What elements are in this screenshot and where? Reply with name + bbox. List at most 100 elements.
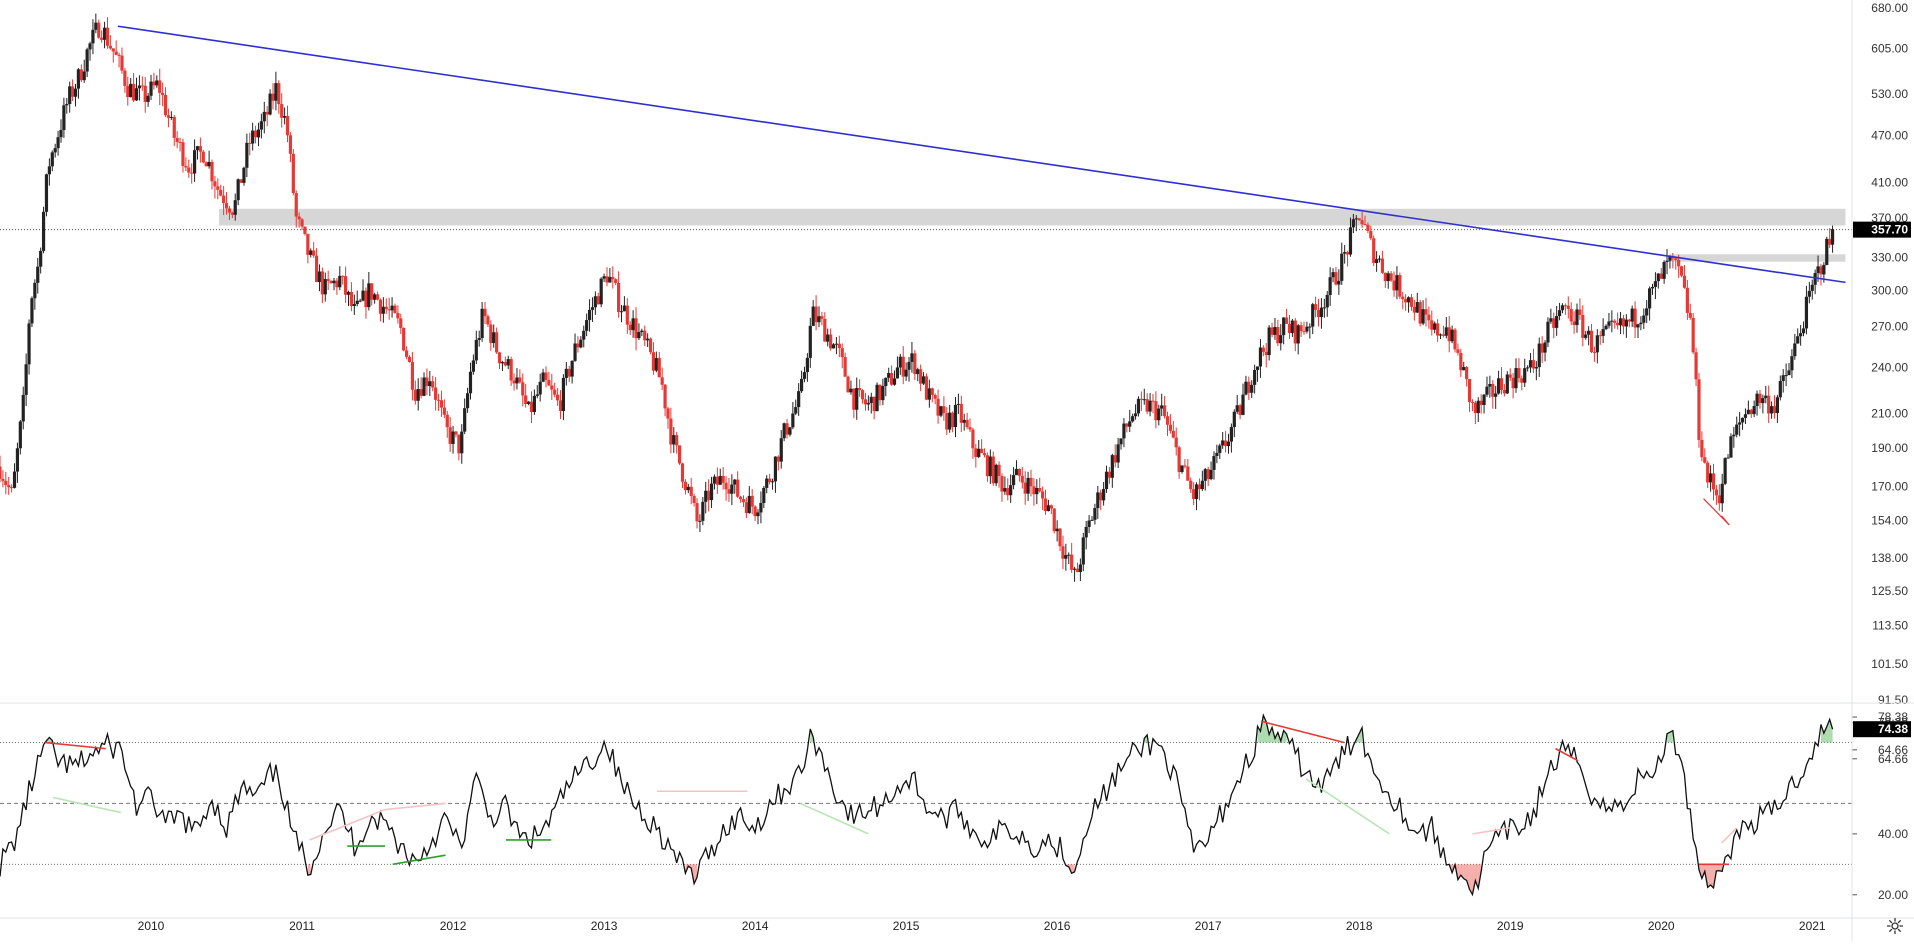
candle-body[interactable] <box>457 434 461 454</box>
candle-body[interactable] <box>1735 424 1739 435</box>
candle-body[interactable] <box>869 396 873 404</box>
candle-body[interactable] <box>1665 260 1669 263</box>
candle-body[interactable] <box>1755 393 1759 407</box>
candle-body[interactable] <box>805 357 809 373</box>
candle-body[interactable] <box>1032 486 1036 495</box>
candle-body[interactable] <box>1290 320 1294 334</box>
candle-body[interactable] <box>1499 378 1504 391</box>
candle-body[interactable] <box>930 388 934 395</box>
candle-body[interactable] <box>936 398 940 416</box>
candle-body[interactable] <box>646 338 650 341</box>
candle-body[interactable] <box>1389 273 1393 281</box>
candle-body[interactable] <box>680 463 685 482</box>
candle-body[interactable] <box>744 502 748 514</box>
candle-body[interactable] <box>846 376 850 393</box>
candle-body[interactable] <box>1035 487 1039 495</box>
candle-body[interactable] <box>1485 386 1489 395</box>
candle-body[interactable] <box>1020 475 1024 483</box>
candle-body[interactable] <box>1604 325 1608 330</box>
candle-body[interactable] <box>765 478 769 488</box>
candle-body[interactable] <box>1197 484 1202 490</box>
candle-body[interactable] <box>515 377 519 384</box>
candle-body[interactable] <box>1685 287 1689 313</box>
candle-body[interactable] <box>314 255 319 282</box>
candle-body[interactable] <box>1157 408 1161 421</box>
candle-body[interactable] <box>161 92 165 95</box>
divergence-line[interactable] <box>45 741 106 750</box>
candle-body[interactable] <box>1113 455 1117 463</box>
candle-body[interactable] <box>33 282 37 299</box>
candle-body[interactable] <box>97 22 101 38</box>
candle-body[interactable] <box>227 208 232 213</box>
candle-body[interactable] <box>1502 390 1506 394</box>
candle-body[interactable] <box>971 429 975 449</box>
candle-body[interactable] <box>1801 328 1806 334</box>
candle-body[interactable] <box>1740 417 1745 423</box>
candle-body[interactable] <box>465 393 470 409</box>
candle-body[interactable] <box>689 486 693 496</box>
candle-body[interactable] <box>111 48 115 52</box>
candle-body[interactable] <box>945 413 949 430</box>
candle-body[interactable] <box>1377 258 1382 260</box>
candle-body[interactable] <box>1488 383 1492 387</box>
divergence-line[interactable] <box>1555 747 1579 762</box>
candle-body[interactable] <box>474 339 478 361</box>
candle-body[interactable] <box>1781 375 1785 382</box>
divergence-line[interactable] <box>385 802 446 811</box>
candle-body[interactable] <box>1151 400 1155 402</box>
candle-body[interactable] <box>1319 307 1324 318</box>
candle-body[interactable] <box>756 512 760 517</box>
candle-body[interactable] <box>657 358 661 378</box>
candle-body[interactable] <box>27 323 31 365</box>
candle-body[interactable] <box>146 95 150 102</box>
candle-body[interactable] <box>1526 367 1530 369</box>
candle-body[interactable] <box>1424 309 1428 315</box>
candle-body[interactable] <box>352 304 356 307</box>
candle-body[interactable] <box>1075 568 1080 572</box>
candle-body[interactable] <box>1261 347 1265 352</box>
candle-body[interactable] <box>192 150 197 174</box>
candle-body[interactable] <box>1645 308 1649 316</box>
candle-body[interactable] <box>1006 488 1010 496</box>
candle-body[interactable] <box>117 54 121 56</box>
candle-body[interactable] <box>1258 347 1263 367</box>
candle-body[interactable] <box>768 478 772 483</box>
candle-body[interactable] <box>1406 297 1411 303</box>
candle-body[interactable] <box>1372 238 1376 264</box>
candle-body[interactable] <box>1778 381 1782 398</box>
candle-body[interactable] <box>1598 335 1602 337</box>
candle-body[interactable] <box>1087 520 1091 527</box>
candle-body[interactable] <box>1584 334 1588 338</box>
candle-body[interactable] <box>1714 489 1719 496</box>
candle-body[interactable] <box>1203 469 1207 481</box>
candle-body[interactable] <box>550 385 554 390</box>
candle-body[interactable] <box>982 453 987 456</box>
candle-body[interactable] <box>1613 320 1617 323</box>
candle-body[interactable] <box>564 368 568 378</box>
candle-body[interactable] <box>884 377 888 387</box>
candle-body[interactable] <box>1563 305 1567 307</box>
candle-body[interactable] <box>1139 398 1143 400</box>
candle-body[interactable] <box>1014 468 1019 476</box>
candle-body[interactable] <box>1743 414 1748 418</box>
candle-body[interactable] <box>262 111 266 122</box>
candle-body[interactable] <box>1017 468 1021 476</box>
candle-body[interactable] <box>599 278 603 305</box>
candle-body[interactable] <box>1589 330 1594 353</box>
candle-body[interactable] <box>1253 369 1257 385</box>
candle-body[interactable] <box>1244 381 1248 395</box>
candle-body[interactable] <box>1395 275 1399 291</box>
candle-body[interactable] <box>863 399 868 405</box>
candle-body[interactable] <box>750 495 754 507</box>
candle-body[interactable] <box>73 88 78 97</box>
candle-body[interactable] <box>785 423 789 435</box>
candle-body[interactable] <box>1133 413 1138 417</box>
candle-body[interactable] <box>1662 262 1666 279</box>
candle-body[interactable] <box>163 94 168 116</box>
candle-body[interactable] <box>829 334 833 349</box>
candle-body[interactable] <box>384 306 388 310</box>
candle-body[interactable] <box>53 148 57 153</box>
candle-body[interactable] <box>985 455 990 477</box>
candle-body[interactable] <box>256 129 261 138</box>
